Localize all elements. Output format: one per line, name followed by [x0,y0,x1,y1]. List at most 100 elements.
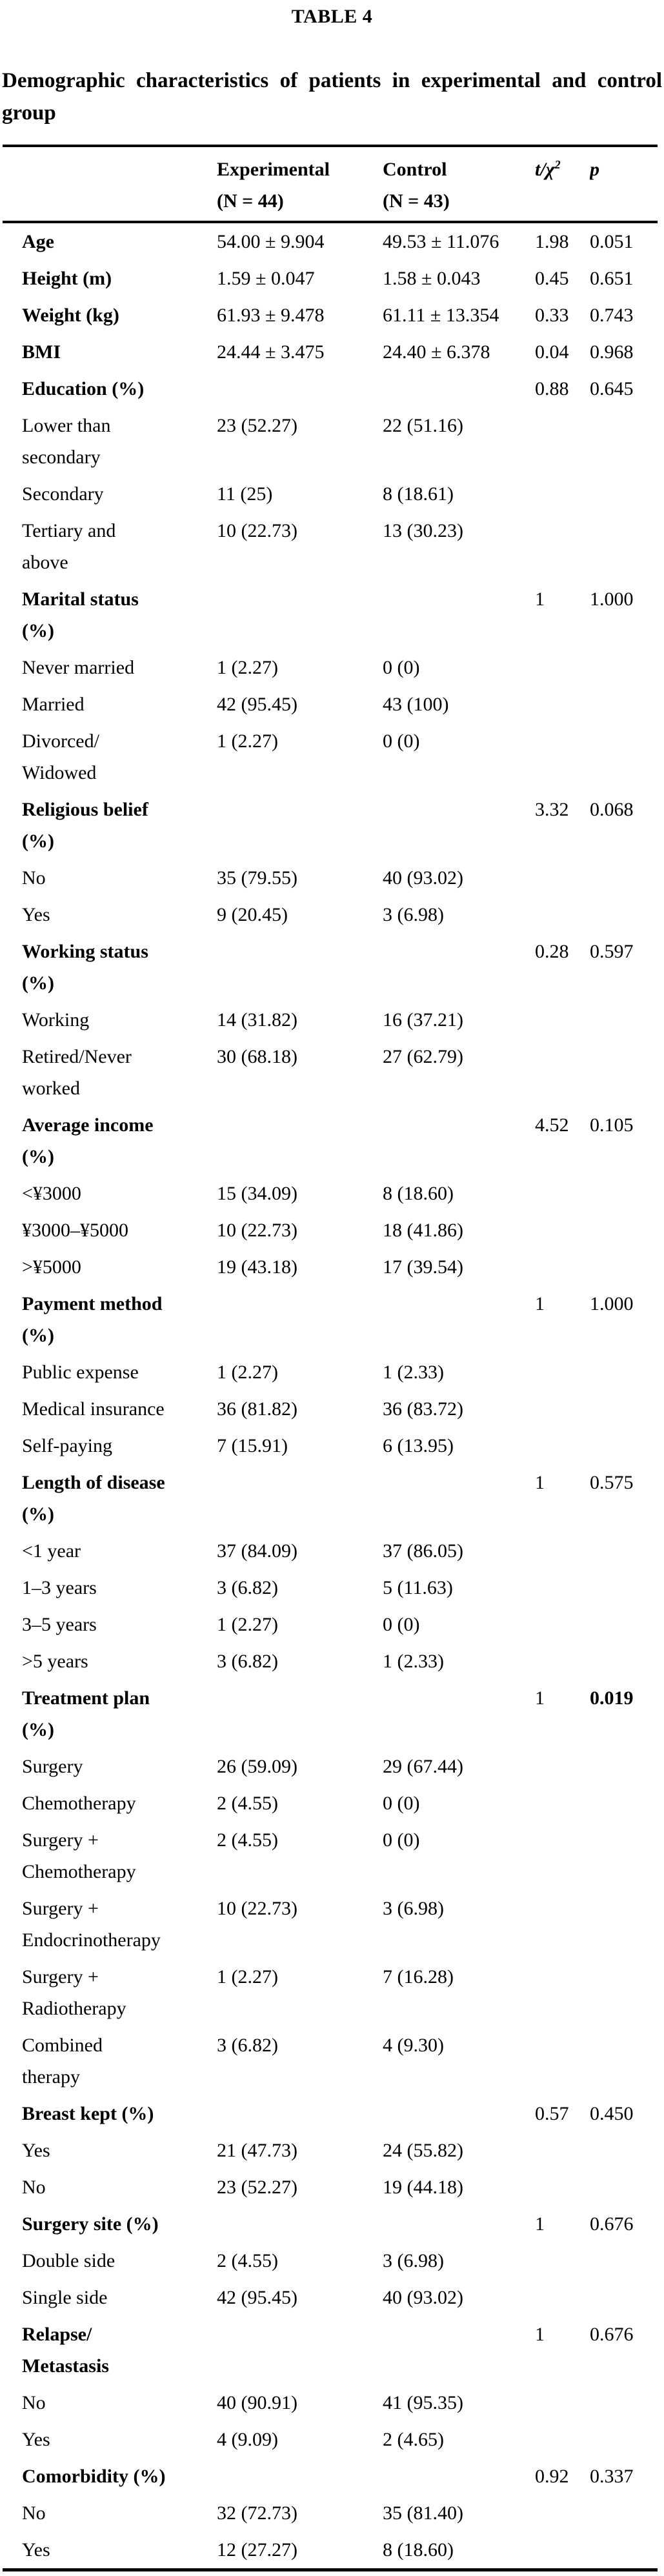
control-value: 5 (11.63) [383,1577,453,1598]
table-number-label: TABLE 4 [291,6,373,27]
t-chi-value [535,1958,590,2027]
row-label: Relapse/ Metastasis [22,2324,109,2377]
experimental-value: 12 (27.27) [217,2539,297,2561]
t-chi-value [535,1533,590,1569]
p-value: 0.645 [590,378,634,399]
demographics-table: Experimental (N = 44) Control (N = 43) t… [3,145,658,2571]
table-row: Comorbidity (%) 0.92 0.337 [3,2458,658,2495]
t-chi-value: 3.32 [535,799,569,820]
table-row: No 23 (52.27) 19 (44.18) [3,2169,658,2206]
p-value [590,1038,658,1107]
p-value: 1.000 [590,1293,634,1314]
t-chi-value [535,476,590,512]
table-row: Public expense 1 (2.27) 1 (2.33) [3,1354,658,1391]
row-label: Secondary [22,483,104,505]
row-label: Surgery + Radiotherapy [22,1966,126,2019]
row-label: Public expense [22,1362,139,1383]
p-value: 0.068 [590,799,634,820]
row-label: No [22,2502,46,2524]
control-value: 36 (83.72) [383,1398,463,1420]
t-chi-value [535,1175,590,1212]
t-chi-value [535,1354,590,1391]
row-label: Surgery + Endocrinotherapy [22,1898,161,1951]
t-chi-value [535,2531,590,2570]
control-value: 7 (16.28) [383,1966,454,1987]
p-value [590,1533,658,1569]
t-chi-value: 1 [535,589,545,610]
p-value [590,1001,658,1038]
t-chi-value: 1 [535,2324,545,2345]
control-value [383,2206,535,2242]
p-value: 0.968 [590,341,634,363]
control-value [383,1107,535,1175]
control-value: 40 (93.02) [383,2287,463,2308]
row-label: Weight (kg) [22,305,119,326]
header-control-group: Control (N = 43) [383,146,535,223]
p-value [590,1606,658,1643]
t-chi-value: 0.04 [535,341,569,363]
table-row: Marital status (%) 1 1.000 [3,581,658,649]
control-value: 2 (4.65) [383,2429,444,2450]
table-row: Surgery site (%) 1 0.676 [3,2206,658,2242]
p-value [590,407,658,476]
p-value [590,2421,658,2458]
experimental-value: 54.00 ± 9.904 [217,231,325,252]
row-label: Working status (%) [22,941,148,994]
experimental-value: 3 (6.82) [217,2035,278,2056]
experimental-value: 21 (47.73) [217,2140,297,2161]
p-value [590,1785,658,1822]
experimental-value: 23 (52.27) [217,2177,297,2198]
table-row: Surgery + Endocrinotherapy 10 (22.73) 3 … [3,1890,658,1958]
control-value: 3 (6.98) [383,904,444,925]
table-row: >¥5000 19 (43.18) 17 (39.54) [3,1249,658,1285]
experimental-value [217,370,383,407]
header-t-chi-squared: t/χ2 [535,146,590,223]
table-row: Yes 12 (27.27) 8 (18.60) [3,2531,658,2570]
t-chi-value: 0.57 [535,2103,569,2124]
row-label: Surgery + Chemotherapy [22,1829,136,1882]
p-value [590,723,658,791]
table-row: No 35 (79.55) 40 (93.02) [3,860,658,896]
control-value: 3 (6.98) [383,1898,444,1919]
p-value [590,2384,658,2421]
p-value [590,2027,658,2095]
control-value: 29 (67.44) [383,1756,463,1777]
p-value: 0.105 [590,1114,634,1136]
table-row: BMI 24.44 ± 3.475 24.40 ± 6.378 0.04 0.9… [3,334,658,370]
p-value [590,896,658,933]
p-value [590,512,658,581]
t-chi-value [535,860,590,896]
p-value [590,1748,658,1785]
t-chi-value [535,2384,590,2421]
table-row: Yes 21 (47.73) 24 (55.82) [3,2132,658,2169]
table-body: Age 54.00 ± 9.904 49.53 ± 11.076 1.98 0.… [3,222,658,2570]
control-value: 8 (18.60) [383,1183,454,1204]
experimental-value: 42 (95.45) [217,694,297,715]
table-row: Surgery 26 (59.09) 29 (67.44) [3,1748,658,1785]
row-label: Height (m) [22,268,112,289]
row-label: ¥3000–¥5000 [22,1220,128,1241]
row-label: Single side [22,2287,108,2308]
table-row: Yes 4 (9.09) 2 (4.65) [3,2421,658,2458]
t-chi-value [535,723,590,791]
p-value [590,686,658,723]
table-row: Single side 42 (95.45) 40 (93.02) [3,2279,658,2316]
t-chi-value [535,2242,590,2279]
row-label: Marital status (%) [22,589,139,641]
table-row: ¥3000–¥5000 10 (22.73) 18 (41.86) [3,1212,658,1249]
p-value [590,1890,658,1958]
experimental-value: 35 (79.55) [217,867,297,889]
row-label: <¥3000 [22,1183,81,1204]
experimental-value: 10 (22.73) [217,520,297,541]
table-row: Surgery + Chemotherapy 2 (4.55) 0 (0) [3,1822,658,1890]
experimental-value [217,581,383,649]
experimental-value: 1.59 ± 0.047 [217,268,315,289]
row-label: Breast kept (%) [22,2103,154,2124]
row-label: Tertiary and above [22,520,116,573]
experimental-value: 1 (2.27) [217,1614,278,1635]
experimental-value [217,1285,383,1354]
row-label: Education (%) [22,378,145,399]
control-value: 61.11 ± 13.354 [383,305,499,326]
experimental-value: 2 (4.55) [217,1793,278,1814]
p-value [590,476,658,512]
